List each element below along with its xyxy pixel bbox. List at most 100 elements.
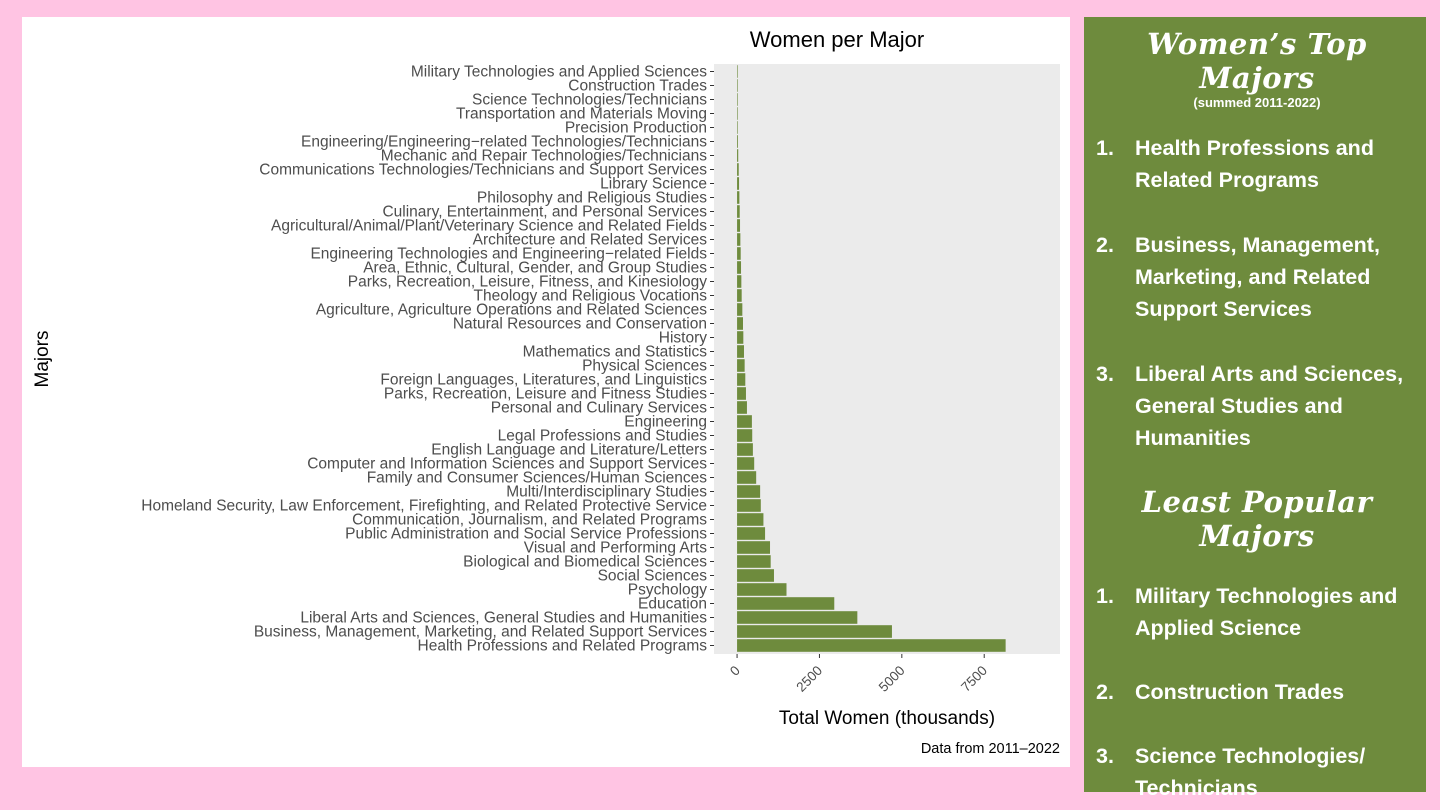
bar: [737, 527, 766, 540]
category-label: Communications Technologies/Technicians …: [259, 162, 707, 179]
list-number: 1.: [1096, 136, 1114, 160]
x-axis-ticks: 0 2500 5000 7500: [727, 654, 990, 695]
bar: [737, 471, 757, 484]
bar: [737, 233, 741, 246]
list-item: 1. Military Technologies and Applied Scie…: [1096, 580, 1418, 644]
bar: [737, 401, 747, 414]
category-label: Psychology: [628, 582, 708, 599]
bar: [737, 359, 745, 372]
category-label: Philosophy and Religious Studies: [477, 190, 707, 207]
category-labels: Military Technologies and Applied Scienc…: [141, 64, 714, 655]
bar: [737, 345, 744, 358]
bar: [737, 513, 764, 526]
bar: [737, 261, 742, 274]
bar: [737, 121, 738, 134]
category-label: Natural Resources and Conservation: [453, 316, 707, 333]
bar: [737, 569, 774, 582]
bar: [737, 205, 740, 218]
bar: [737, 555, 771, 568]
category-label: Public Administration and Social Service…: [345, 526, 707, 543]
category-label: Parks, Recreation, Leisure, Fitness, and…: [348, 274, 708, 291]
category-label: English Language and Literature/Letters: [431, 442, 707, 459]
bar: [737, 219, 741, 232]
category-label: Legal Professions and Studies: [498, 428, 708, 445]
x-tick-label: 2500: [793, 663, 825, 695]
category-label: Foreign Languages, Literatures, and Ling…: [380, 372, 707, 389]
x-tick-label: 0: [727, 663, 743, 679]
list-number: 2.: [1096, 680, 1114, 704]
top-majors-list: 1. Health Professions and Related Program…: [1096, 132, 1418, 454]
list-text: Military Technologies and Applied Scienc…: [1135, 584, 1398, 640]
bar: [737, 149, 739, 162]
bar: [737, 457, 755, 470]
bar: [737, 415, 752, 428]
category-label: Engineering: [624, 414, 707, 431]
bars: [737, 65, 1006, 652]
category-label: Family and Consumer Sciences/Human Scien…: [367, 470, 708, 487]
category-label: Engineering/Engineering−related Technolo…: [301, 134, 707, 151]
bar: [737, 331, 744, 344]
category-label: Education: [638, 596, 707, 613]
category-label: Liberal Arts and Sciences, General Studi…: [300, 610, 707, 627]
category-label: Construction Trades: [568, 78, 707, 95]
x-axis-label: Total Women (thousands): [779, 708, 995, 729]
x-tick-label: 7500: [958, 663, 990, 695]
bar: [737, 275, 742, 288]
category-label: Biological and Biomedical Sciences: [463, 554, 707, 571]
data-caption: Data from 2011–2022: [921, 741, 1060, 757]
bar: [737, 499, 761, 512]
category-label: Science Technologies/Technicians: [472, 92, 707, 109]
list-number: 2.: [1096, 233, 1114, 257]
category-label: Social Sciences: [598, 568, 708, 585]
list-number: 1.: [1096, 584, 1114, 608]
bar: [737, 289, 742, 302]
bar: [737, 611, 858, 624]
list-item: 2. Construction Trades: [1096, 676, 1418, 708]
list-item: 2. Business, Management, Marketing, and R…: [1096, 229, 1418, 325]
category-label: Library Science: [600, 176, 707, 193]
least-popular-list: 1. Military Technologies and Applied Scie…: [1096, 580, 1418, 804]
list-text: Construction Trades: [1135, 680, 1345, 704]
bar: [737, 387, 746, 400]
bar: [737, 191, 740, 204]
bar: [737, 583, 787, 596]
category-label: Personal and Culinary Services: [491, 400, 707, 417]
list-item: 3. Liberal Arts and Sciences, General Stu…: [1096, 358, 1418, 454]
category-label: Multi/Interdisciplinary Studies: [506, 484, 707, 501]
category-label: Physical Sciences: [582, 358, 707, 375]
chart-title: Women per Major: [750, 27, 924, 52]
category-label: Parks, Recreation, Leisure and Fitness S…: [384, 386, 707, 403]
category-label: Theology and Religious Vocations: [473, 288, 707, 305]
category-label: Visual and Performing Arts: [524, 540, 707, 557]
category-label: Architecture and Related Services: [473, 232, 708, 249]
category-label: Military Technologies and Applied Scienc…: [411, 64, 707, 81]
category-label: Computer and Information Sciences and Su…: [307, 456, 707, 473]
category-label: Engineering Technologies and Engineering…: [310, 246, 707, 263]
bar: [737, 639, 1006, 652]
category-label: Health Professions and Related Programs: [418, 638, 708, 655]
category-label: Area, Ethnic, Cultural, Gender, and Grou…: [363, 260, 707, 277]
bar: [737, 247, 741, 260]
list-text: Science Technologies/ Technicians: [1135, 744, 1366, 800]
bar: [737, 597, 835, 610]
category-label: Transportation and Materials Moving: [456, 106, 707, 123]
bar: [737, 541, 771, 554]
category-label: Communication, Journalism, and Related P…: [352, 512, 707, 529]
bar: [737, 135, 738, 148]
bar: [737, 317, 743, 330]
list-text: Health Professions and Related Programs: [1135, 136, 1374, 192]
list-text: Liberal Arts and Sciences, General Studi…: [1135, 362, 1404, 450]
bar: [737, 485, 761, 498]
x-tick-label: 5000: [876, 663, 908, 695]
category-label: Culinary, Entertainment, and Personal Se…: [382, 204, 707, 221]
top-majors-heading: Women’s Top Majors: [1147, 27, 1367, 95]
bar: [737, 163, 739, 176]
category-label: Agriculture, Agriculture Operations and …: [316, 302, 707, 319]
list-item: 1. Health Professions and Related Program…: [1096, 132, 1418, 196]
bar: [737, 65, 738, 78]
bar: [737, 79, 738, 92]
chart-panel: Women per Major Military Technologies an…: [22, 17, 1070, 767]
bar: [737, 303, 743, 316]
bar: [737, 625, 892, 638]
bar-chart: Women per Major Military Technologies an…: [32, 27, 1060, 757]
